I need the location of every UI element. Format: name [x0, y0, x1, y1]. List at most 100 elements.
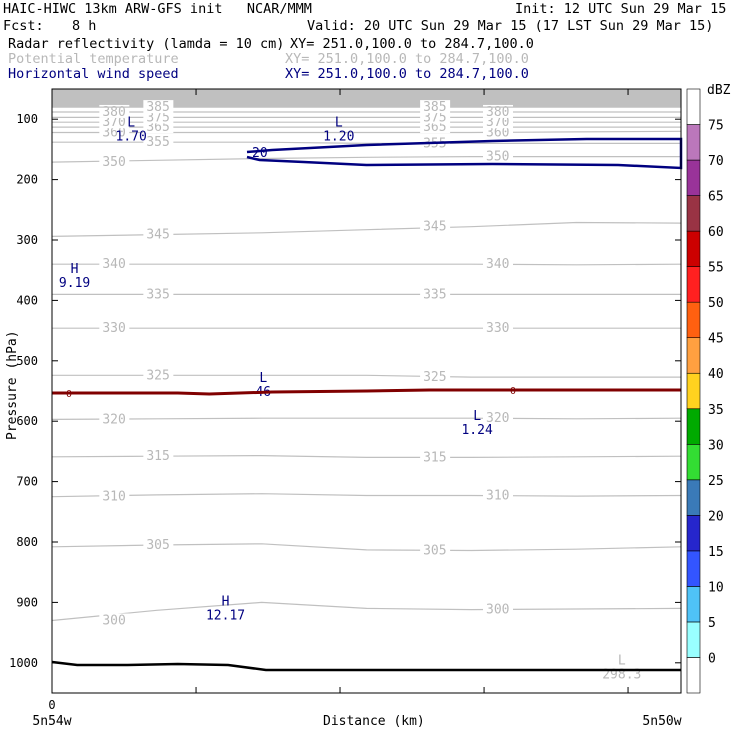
theta-label-bg — [420, 370, 451, 384]
theta-label-bg — [99, 412, 130, 426]
colorbar-level-30: 30 — [708, 438, 724, 453]
theta-label-bg — [483, 104, 514, 118]
colorbar-swatch — [686, 372, 701, 410]
colorbar-swatch — [686, 159, 701, 196]
reflectivity-contour — [52, 388, 681, 396]
x-tick-label: 0 — [48, 698, 55, 712]
theta-contour-310 — [51, 493, 682, 498]
y-tick-label: 100 — [16, 112, 38, 126]
y-tick-label: 300 — [16, 233, 38, 247]
colorbar-level-35: 35 — [708, 403, 724, 418]
theta-label-325: 325 — [146, 368, 169, 383]
theta-label-370: 370 — [486, 115, 509, 130]
x-left-endpoint: 5n54w — [32, 714, 71, 729]
theta-contour-340 — [52, 263, 682, 266]
theta-label-bg — [143, 287, 174, 301]
y-tick-label: 600 — [16, 414, 38, 428]
theta-label-320: 320 — [486, 411, 509, 426]
y-tick-label: 400 — [16, 293, 38, 307]
colorbar-swatch — [686, 230, 701, 267]
field-name-reflectivity: Radar reflectivity (lamda = 10 cm) — [8, 36, 285, 52]
theta-contour-350 — [51, 156, 681, 163]
theta-label-360: 360 — [486, 125, 509, 140]
theta-label-bg — [143, 110, 174, 124]
theta-label-325: 325 — [423, 370, 446, 385]
y-tick-label: 800 — [16, 535, 38, 549]
extremum-value: 1.24 — [461, 423, 492, 438]
y-tick-label: 900 — [16, 595, 38, 609]
theta-label-bg — [483, 321, 514, 335]
colorbar-swatch — [686, 266, 701, 303]
theta-label-350: 350 — [102, 155, 125, 170]
theta-label-370: 370 — [102, 115, 125, 130]
theta-label-bg — [143, 100, 174, 114]
forecast-label: Fcst: — [3, 18, 44, 34]
theta-label-335: 335 — [423, 287, 446, 302]
colorbar-swatch — [686, 550, 701, 587]
potential-temperature-contours: 300 300 305 305 310 310 315 315 320 320 325 325 330 3… — [51, 100, 682, 629]
extremum-marker-H: H — [71, 262, 79, 277]
theta-label-375: 375 — [146, 110, 169, 125]
wind-contour-label: 20 — [252, 146, 268, 161]
colorbar-level-60: 60 — [708, 225, 724, 240]
colorbar-swatch — [686, 124, 701, 161]
colorbar-level-10: 10 — [708, 580, 724, 595]
colorbar-unit: dBZ — [707, 83, 731, 98]
theta-label-335: 335 — [146, 287, 169, 302]
theta-label-330: 330 — [102, 321, 125, 336]
colorbar-level-55: 55 — [708, 261, 724, 276]
theta-label-bg — [420, 287, 451, 301]
colorbar-level-45: 45 — [708, 332, 724, 347]
theta-label-305: 305 — [146, 538, 169, 553]
theta-label-bg — [143, 368, 174, 382]
x-axis-title: Distance (km) — [323, 714, 425, 729]
colorbar-swatch — [686, 408, 701, 445]
theta-label-bg — [420, 219, 451, 233]
colorbar-level-50: 50 — [708, 296, 724, 311]
theta-label-385: 385 — [423, 100, 446, 115]
x-axis: 0 — [48, 89, 629, 712]
theta-label-380: 380 — [486, 105, 509, 120]
upper-shading — [52, 89, 681, 107]
theta-contour-300 — [51, 601, 682, 622]
theta-label-bg — [99, 257, 130, 271]
colorbar-swatch — [686, 88, 701, 125]
theta-label-300: 300 — [486, 603, 509, 618]
theta-label-340: 340 — [102, 257, 125, 272]
extremum-value: 298.3 — [602, 668, 641, 683]
colorbar-level-65: 65 — [708, 190, 724, 205]
colorbar-swatch — [686, 337, 701, 374]
theta-label-bg — [99, 155, 130, 169]
colorbar-level-25: 25 — [708, 474, 724, 489]
y-tick-label: 1000 — [9, 656, 38, 670]
theta-label-300: 300 — [102, 614, 125, 629]
theta-label-315: 315 — [423, 450, 446, 465]
theta-label-bg — [483, 125, 514, 139]
colorbar-swatch — [686, 195, 701, 232]
theta-label-345: 345 — [146, 228, 169, 243]
field-xy-wind: XY= 251.0,100.0 to 284.7,100.0 — [285, 66, 529, 82]
theta-label-bg — [143, 449, 174, 463]
theta-label-bg — [483, 115, 514, 129]
theta-label-305: 305 — [423, 543, 446, 558]
reflectivity-label-left: 0 — [66, 389, 72, 400]
extremum-value: 9.19 — [59, 276, 90, 291]
theta-label-315: 315 — [146, 449, 169, 464]
theta-label-bg — [420, 543, 451, 557]
theta-label-bg — [483, 411, 514, 425]
theta-label-340: 340 — [486, 257, 509, 272]
chart-title: HAIC-HIWC 13km ARW-GFS init NCAR/MMM — [3, 1, 312, 17]
colorbar-swatch — [686, 443, 701, 481]
theta-label-365: 365 — [146, 120, 169, 135]
reflectivity-label-right: 0 — [510, 386, 516, 397]
colorbar-level-70: 70 — [708, 154, 724, 169]
theta-label-380: 380 — [102, 105, 125, 120]
extremum-marker-H: H — [222, 594, 230, 609]
colorbar-level-20: 20 — [708, 509, 724, 524]
colorbar-swatch — [686, 657, 701, 694]
colorbar-swatch — [686, 586, 701, 623]
extremum-marker-L: L — [259, 371, 267, 386]
extremum-marker-L: L — [473, 409, 481, 424]
theta-label-310: 310 — [486, 488, 509, 503]
